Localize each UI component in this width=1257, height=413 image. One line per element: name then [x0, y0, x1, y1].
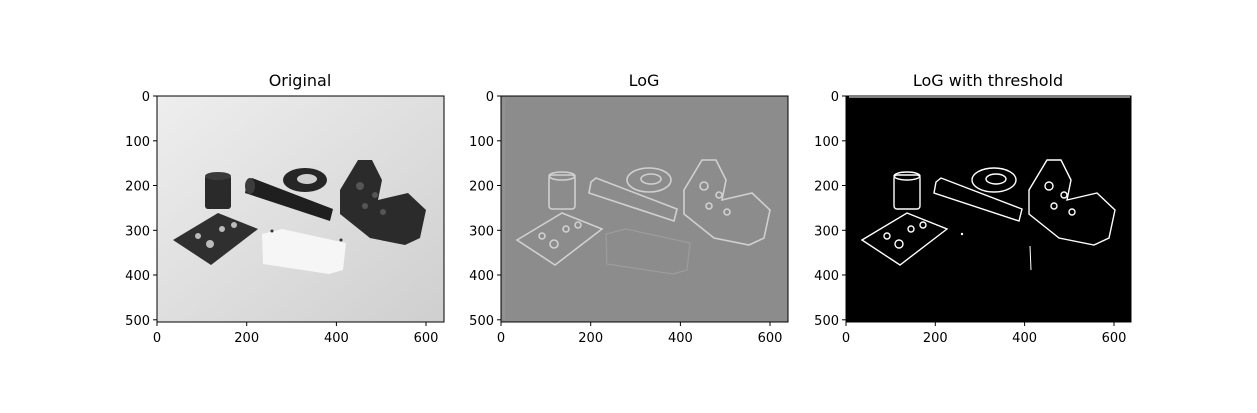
- object-cylinder-top: [205, 172, 231, 180]
- x-tick-label: 400: [324, 331, 349, 346]
- y-tick-label: 0: [142, 90, 150, 105]
- y-tick-label: 400: [469, 269, 494, 284]
- x-tick-label: 0: [497, 331, 505, 346]
- object-ring-hole: [297, 174, 317, 184]
- y-tick-label: 500: [814, 314, 839, 329]
- y-tick-label: 300: [469, 224, 494, 239]
- panel-title: LoG: [629, 71, 660, 90]
- y-tick-label: 200: [814, 180, 839, 195]
- y-tick-label: 100: [125, 135, 150, 150]
- x-tick-label: 200: [923, 331, 948, 346]
- x-tick-label: 200: [234, 331, 259, 346]
- object-rod-end: [245, 178, 255, 194]
- y-tick-label: 200: [469, 180, 494, 195]
- x-tick-label: 600: [1102, 331, 1127, 346]
- x-tick-label: 0: [842, 331, 850, 346]
- image-background: [501, 96, 788, 322]
- x-tick-label: 0: [153, 331, 161, 346]
- y-tick-label: 0: [831, 90, 839, 105]
- panel-title: LoG with threshold: [913, 71, 1063, 90]
- y-tick-label: 400: [814, 269, 839, 284]
- panel-log: LoG: [469, 71, 789, 346]
- object-white-block: [262, 229, 346, 274]
- y-tick-label: 500: [469, 314, 494, 329]
- y-tick-label: 200: [125, 180, 150, 195]
- x-tick-label: 400: [668, 331, 693, 346]
- y-axis: 0 100 200 300 400 500: [469, 90, 501, 329]
- x-axis: 0 200 400 600: [497, 322, 783, 346]
- image-original: [156, 95, 445, 323]
- y-tick-label: 100: [469, 135, 494, 150]
- y-axis: 0 100 200 300 400 500: [125, 90, 157, 329]
- axes-frame: [845, 95, 1132, 323]
- y-tick-label: 300: [125, 224, 150, 239]
- object-rod: [245, 178, 333, 221]
- y-axis: 0 100 200 300 400 500: [814, 90, 846, 329]
- x-axis: 0 200 400 600: [153, 322, 439, 346]
- object-bracket: [340, 160, 426, 245]
- axes-frame: [156, 95, 445, 323]
- panel-title: Original: [269, 71, 332, 90]
- x-tick-label: 200: [578, 331, 603, 346]
- image-background: [846, 96, 1131, 322]
- y-tick-label: 0: [486, 90, 494, 105]
- object-cylinder: [205, 175, 231, 209]
- panel-original: Original: [125, 71, 445, 346]
- y-tick-label: 400: [125, 269, 150, 284]
- x-tick-label: 600: [414, 331, 439, 346]
- panel-threshold: LoG with threshold: [814, 71, 1132, 346]
- image-threshold: [845, 95, 1132, 323]
- x-tick-label: 600: [758, 331, 783, 346]
- x-axis: 0 200 400 600: [842, 322, 1127, 346]
- object-white-block-edge: [605, 228, 691, 275]
- axes-frame: [500, 95, 789, 323]
- y-tick-label: 500: [125, 314, 150, 329]
- y-tick-label: 300: [814, 224, 839, 239]
- y-tick-label: 100: [814, 135, 839, 150]
- x-tick-label: 400: [1012, 331, 1037, 346]
- image-log: [500, 95, 789, 323]
